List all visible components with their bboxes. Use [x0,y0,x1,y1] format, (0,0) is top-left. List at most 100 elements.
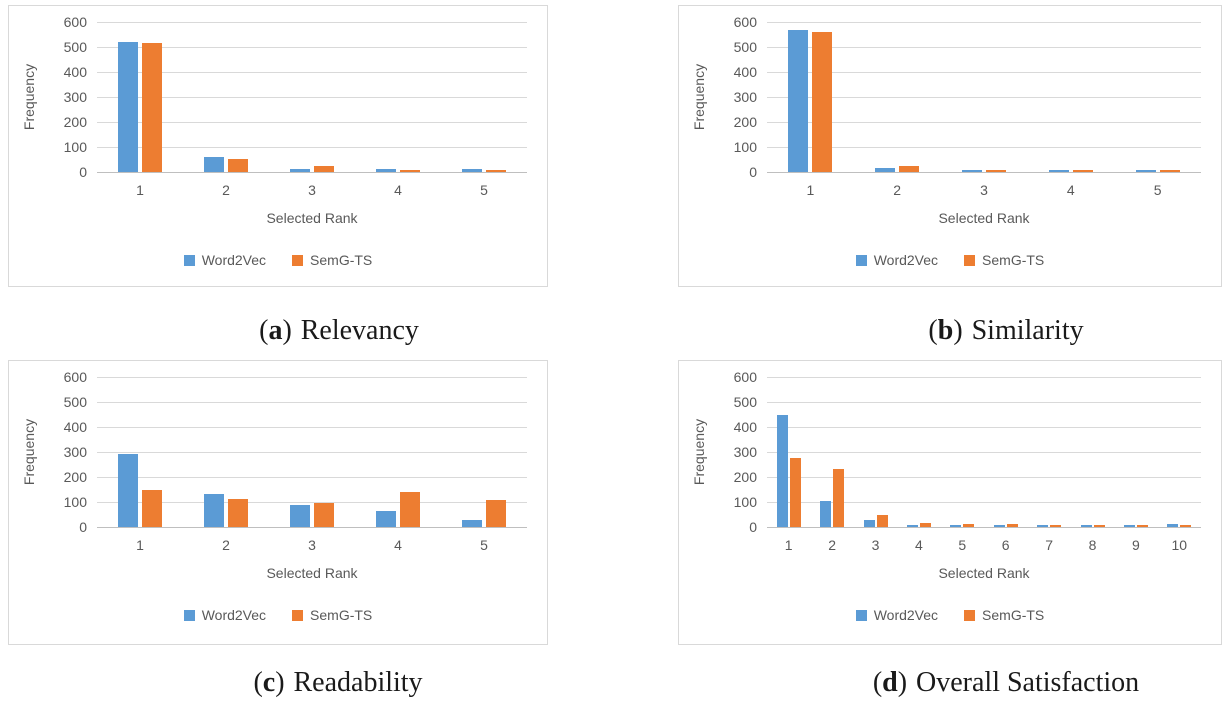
x-tick-label: 4 [914,537,923,553]
bar-semg-ts [142,490,162,527]
legend-label: SemG-TS [982,252,1045,268]
caption-letter: a [268,315,283,346]
y-tick-label: 200 [63,469,87,485]
bar-word2vec [1080,525,1092,527]
bar-semg-ts [1072,170,1093,172]
bar-word2vec [962,170,982,172]
y-axis-title: Frequency [21,63,37,131]
bar-semg-ts [789,458,801,527]
legend-swatch-word2vec [183,609,195,621]
y-tick-label: 300 [733,89,757,105]
bar-word2vec [788,30,809,172]
bar-word2vec [1037,525,1049,527]
caption-relevancy: (a) Relevancy [259,314,419,348]
gridline [97,526,527,528]
chart-relevancy: 0 100 200 300 400 500 600 Frequency 1 2 3 4 5 Selecte… [9,6,547,286]
gridline [767,376,1201,378]
bar-word2vec [1167,524,1179,527]
gridline [97,171,527,173]
caption-label: Overall Satisfaction [916,667,1140,698]
gridline [97,476,527,478]
bar-word2vec [820,501,832,527]
y-tick-label: 500 [733,39,757,55]
legend-swatch-semg-ts [292,609,304,621]
legend-swatch-semg-ts [964,254,976,266]
caption-label: Similarity [971,315,1084,346]
bar-semg-ts [486,500,506,527]
gridline [767,401,1201,403]
bar-word2vec [290,505,310,527]
caption-paren-close: ) [282,315,292,346]
y-tick-label: 600 [733,14,757,30]
chart-similarity: 0 100 200 300 400 500 600 Frequency 1 2 3 4 5 Selecte… [679,6,1221,286]
bar-word2vec [376,169,396,172]
legend-entry: Word2Vec [183,252,266,268]
x-tick-label: 2 [222,537,230,553]
bar-semg-ts [314,503,334,527]
gridline [97,71,527,73]
gridline [767,501,1201,503]
x-tick-label: 1 [136,537,144,553]
x-tick-label: 3 [308,537,316,553]
legend-entry: Word2Vec [855,252,938,268]
x-tick-label: 1 [136,182,144,198]
y-tick-label: 100 [63,494,87,510]
x-axis-title: Selected Rank [266,565,358,581]
x-tick-label: 4 [394,182,402,198]
gridline [767,451,1201,453]
bar-semg-ts [228,159,248,172]
bar-word2vec [1048,170,1069,172]
y-tick-label: 500 [63,394,87,410]
bar-semg-ts [919,523,931,527]
legend-entry: SemG-TS [964,607,1044,623]
gridline [97,121,527,123]
legend-swatch-word2vec [855,254,867,266]
gridline [97,146,527,148]
gridline [97,21,527,23]
bar-word2vec [118,42,138,172]
x-tick-label: 5 [1153,182,1162,198]
bar-semg-ts [1180,525,1192,527]
gridline [97,96,527,98]
caption-label: Readability [293,667,423,698]
y-tick-label: 0 [79,164,87,180]
bar-semg-ts [812,32,833,172]
legend-label: SemG-TS [982,607,1045,623]
y-axis-title: Frequency [691,63,707,131]
x-tick-label: 8 [1088,537,1097,553]
y-tick-label: 200 [733,114,757,130]
x-tick-label: 3 [308,182,316,198]
bar-word2vec [776,415,788,527]
y-tick-label: 400 [63,419,87,435]
bar-semg-ts [1136,525,1148,527]
x-tick-label: 4 [394,537,402,553]
y-tick-label: 600 [733,369,757,385]
caption-label: Relevancy [300,315,419,346]
gridline [767,96,1201,98]
legend-entry: SemG-TS [292,252,372,268]
legend-entry: SemG-TS [964,252,1044,268]
legend-label: SemG-TS [310,252,373,268]
y-axis-title: Frequency [691,418,707,486]
bar-semg-ts [1006,524,1018,527]
y-tick-label: 600 [63,14,87,30]
caption-paren-open: ( [872,667,883,698]
y-tick-label: 100 [733,139,757,155]
x-tick-label: 2 [222,182,230,198]
x-axis-title: Selected Rank [938,565,1030,581]
gridline [97,426,527,428]
gridline [97,501,527,503]
bar-semg-ts [314,166,334,172]
gridline [767,21,1201,23]
legend-entry: SemG-TS [292,607,372,623]
bar-word2vec [204,494,224,527]
bar-semg-ts [899,166,920,172]
gridline [97,376,527,378]
chart-panel-readability: 0 100 200 300 400 500 600 Frequency 1 2 3 4 5 Selecte… [8,360,548,645]
legend: Word2Vec SemG-TS [679,607,1221,623]
bar-semg-ts [963,524,975,527]
y-axis-title: Frequency [21,418,37,486]
x-tick-label: 2 [893,182,902,198]
legend-entry: Word2Vec [855,607,938,623]
